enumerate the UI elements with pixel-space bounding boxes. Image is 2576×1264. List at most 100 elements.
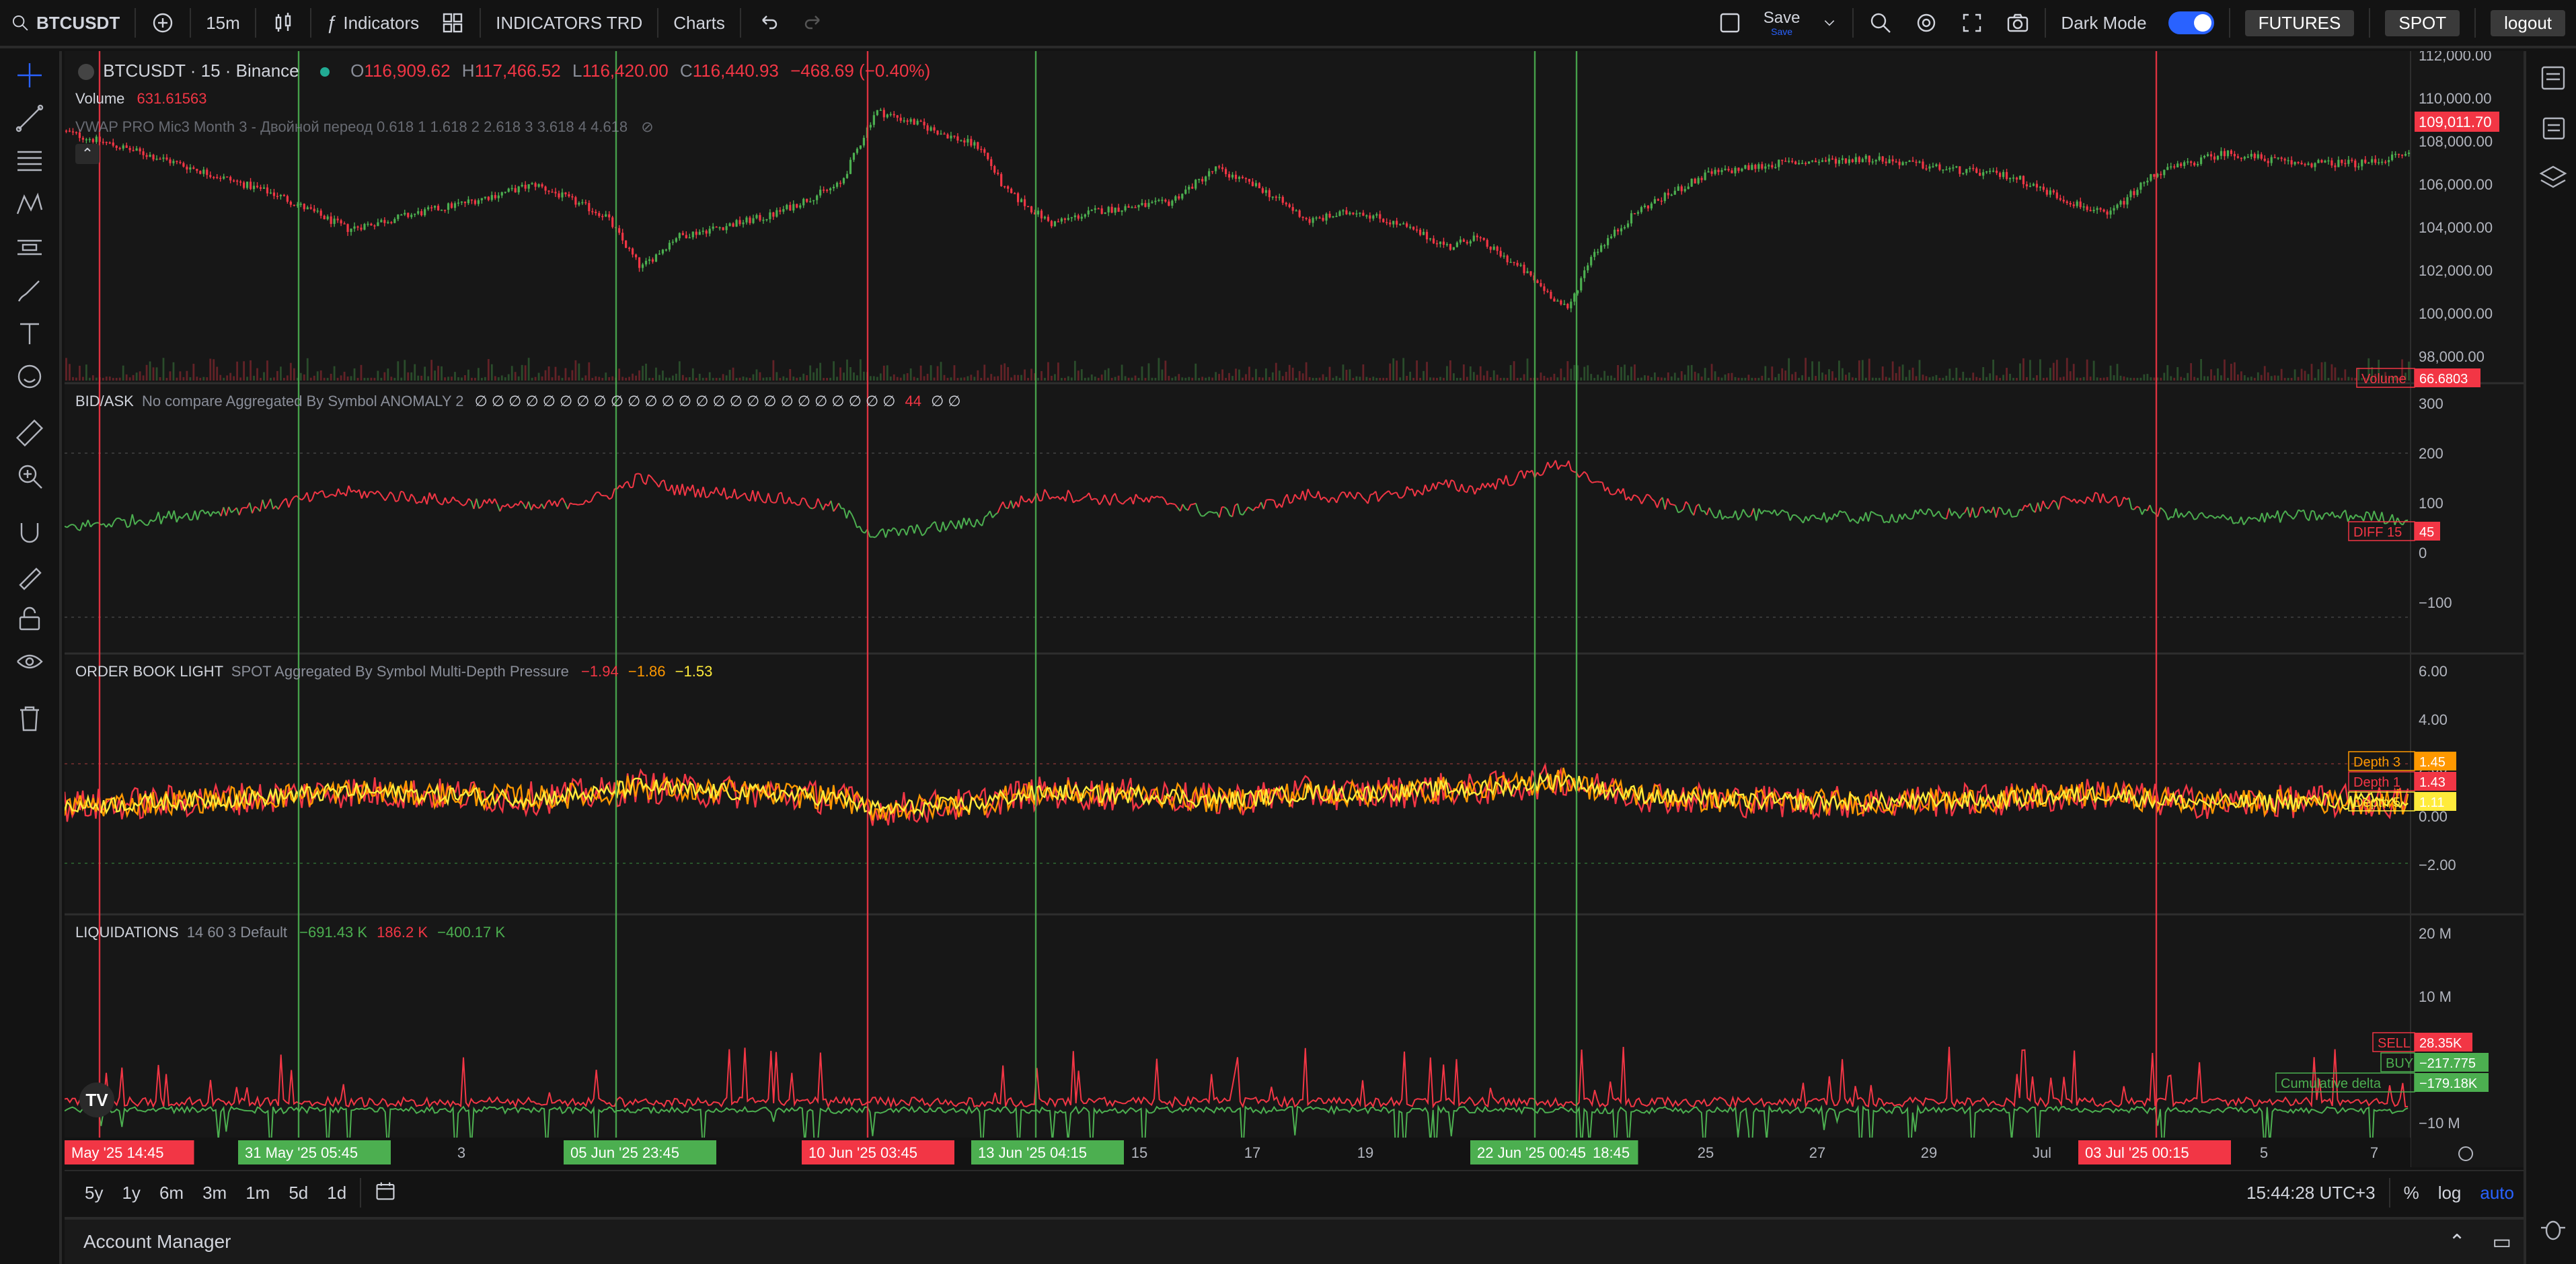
- alerts-button[interactable]: [2538, 113, 2568, 143]
- range-1y[interactable]: 1y: [122, 1182, 141, 1203]
- bidask-line-segment: [2347, 515, 2351, 522]
- range-1d[interactable]: 1d: [327, 1182, 347, 1203]
- text-tool[interactable]: [15, 319, 44, 348]
- compare-add-button[interactable]: [140, 0, 186, 46]
- bidask-line-segment: [1956, 513, 1961, 519]
- remove-tool[interactable]: [15, 703, 44, 733]
- range-1m[interactable]: 1m: [245, 1182, 270, 1203]
- volume-bar: [383, 372, 386, 381]
- candle-body: [1871, 161, 1874, 163]
- bidask-line-segment: [1404, 486, 1408, 496]
- volume-bar: [1811, 361, 1813, 381]
- liq-tag-value: −217.775: [2419, 1056, 2476, 1071]
- volume-bar: [380, 377, 383, 381]
- chart-type-button[interactable]: [260, 0, 306, 46]
- indicators-button[interactable]: ƒ Indicators: [315, 0, 430, 46]
- candle-body: [316, 210, 319, 212]
- bidask-line-segment: [1083, 496, 1087, 498]
- symbol-search[interactable]: BTCUSDT: [0, 0, 130, 46]
- futures-tab[interactable]: FUTURES: [2234, 0, 2365, 46]
- bidask-line-segment: [1354, 491, 1359, 500]
- zoom-tool[interactable]: [15, 461, 44, 491]
- auto-toggle[interactable]: auto: [2480, 1182, 2514, 1203]
- volume-bar: [819, 362, 822, 381]
- bidask-line-segment: [541, 503, 545, 510]
- bidask-line-segment: [752, 489, 756, 502]
- screenshot-button[interactable]: [1995, 0, 2041, 46]
- templates-button[interactable]: [430, 0, 476, 46]
- candle-body: [2209, 154, 2213, 157]
- bidask-line-segment: [1484, 482, 1488, 489]
- logout-button[interactable]: logout: [2480, 0, 2576, 46]
- bidask-line-segment: [578, 504, 581, 506]
- charts-button[interactable]: Charts: [662, 0, 736, 46]
- chevron-up-icon[interactable]: ⌃: [2448, 1230, 2466, 1253]
- percent-toggle[interactable]: %: [2403, 1182, 2419, 1203]
- spot-tab[interactable]: SPOT: [2374, 0, 2470, 46]
- candle-body: [1211, 171, 1214, 173]
- measure-tool[interactable]: [15, 418, 44, 448]
- bidask-line-segment: [1536, 471, 1541, 476]
- brush-tool[interactable]: [15, 276, 44, 305]
- volume-bar: [1610, 375, 1612, 381]
- bidask-axis-tick-label: −100: [2419, 594, 2452, 611]
- candle-body: [1439, 241, 1442, 244]
- bidask-line-segment: [1948, 508, 1953, 516]
- volume-bar: [1235, 368, 1237, 381]
- candle-body: [2012, 177, 2015, 179]
- bidask-line-segment: [632, 474, 636, 487]
- bidask-line-segment: [1685, 501, 1690, 506]
- save-dropdown-button[interactable]: [1811, 0, 1848, 46]
- collapse-legend-button[interactable]: ⌃: [75, 144, 100, 164]
- candle-body: [1858, 157, 1860, 163]
- interval-button[interactable]: 15m: [195, 0, 251, 46]
- candle-body: [1516, 262, 1519, 266]
- log-toggle[interactable]: log: [2437, 1182, 2462, 1203]
- layers-button[interactable]: [2538, 163, 2568, 192]
- volume-bar: [1992, 359, 1995, 381]
- range-3m[interactable]: 3m: [202, 1182, 227, 1203]
- dark-mode-toggle[interactable]: [2168, 11, 2214, 34]
- layout-button[interactable]: [1707, 0, 1753, 46]
- bug-report-button[interactable]: [2538, 1214, 2568, 1244]
- indicators-trd-label: INDICATORS TRD: [496, 12, 643, 33]
- projection-tool[interactable]: [15, 233, 44, 262]
- maximize-icon[interactable]: ▭: [2492, 1230, 2511, 1253]
- fib-tool[interactable]: [15, 147, 44, 176]
- undo-button[interactable]: [745, 0, 791, 46]
- candle-body: [648, 259, 651, 261]
- watchlist-button[interactable]: [2538, 63, 2568, 93]
- goto-date-button[interactable]: [365, 1180, 406, 1206]
- range-6m[interactable]: 6m: [159, 1182, 184, 1203]
- hide-tool[interactable]: [15, 647, 44, 676]
- chart-canvas[interactable]: 112,000.00110,000.00108,000.00106,000.00…: [63, 47, 2524, 1173]
- tradingview-logo[interactable]: TV: [79, 1082, 114, 1117]
- bidask-line-segment: [1386, 490, 1390, 493]
- fullscreen-button[interactable]: [1949, 0, 1995, 46]
- time-marker-label: 18:45: [1593, 1144, 1630, 1161]
- volume-bar: [1382, 377, 1385, 381]
- lock-tool[interactable]: [15, 604, 44, 633]
- candle-body: [1184, 189, 1187, 194]
- save-button[interactable]: Save Save: [1753, 0, 1811, 46]
- trendline-tool[interactable]: [15, 104, 44, 133]
- chart-area[interactable]: 112,000.00 110,000.00 108,000.00 106,000.00…: [63, 47, 2524, 1173]
- quick-search-button[interactable]: [1858, 0, 1903, 46]
- volume-bar: [1868, 358, 1870, 381]
- range-5y[interactable]: 5y: [85, 1182, 104, 1203]
- candle-body: [2404, 153, 2407, 156]
- indicators-trd-button[interactable]: INDICATORS TRD: [485, 0, 653, 46]
- bidask-line-segment: [507, 503, 511, 508]
- clock[interactable]: 15:44:28 UTC+3: [2246, 1182, 2376, 1203]
- stay-drawing-tool[interactable]: [15, 561, 44, 590]
- volume-bar: [487, 359, 490, 381]
- volume-bar: [1439, 377, 1441, 381]
- magnet-tool[interactable]: [15, 518, 44, 547]
- emoji-tool[interactable]: [15, 362, 44, 391]
- account-manager-bar[interactable]: Account Manager ⌃ ▭: [65, 1217, 2524, 1264]
- redo-button[interactable]: [791, 0, 837, 46]
- range-5d[interactable]: 5d: [289, 1182, 309, 1203]
- crosshair-tool[interactable]: [15, 61, 44, 90]
- settings-button[interactable]: [1903, 0, 1949, 46]
- pattern-tool[interactable]: [15, 190, 44, 219]
